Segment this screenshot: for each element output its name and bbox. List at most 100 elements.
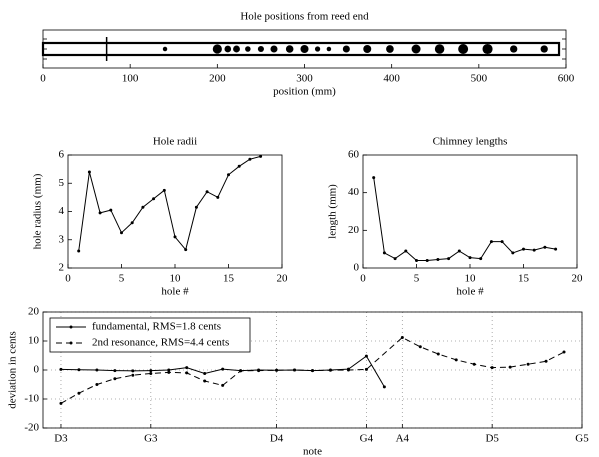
x-tick-label: G4 [360,433,374,445]
hole [342,45,350,53]
x-tick-label: 10 [170,273,182,285]
point [544,359,548,363]
hole [300,44,309,54]
point [227,173,230,177]
hole [245,46,251,52]
x-tick-label: D3 [54,433,68,445]
point [221,367,225,371]
legend-marker [69,325,73,329]
hole [257,45,264,53]
point [87,170,91,174]
chart-title: Hole positions from reed end [240,11,369,23]
point [59,401,63,405]
y-tick-label: -20 [24,422,39,434]
point [543,245,547,249]
point [393,257,397,261]
point [490,366,494,370]
point [173,235,177,239]
point [522,247,525,251]
y-tick-label: 10 [28,335,40,347]
point [109,208,113,212]
point [149,369,153,373]
point [468,256,472,260]
point [436,352,440,356]
point [418,345,422,349]
point [311,369,314,373]
legend-box [49,317,251,353]
hole [162,46,168,52]
x-tick-label: D4 [270,433,284,445]
hole [458,44,469,54]
legend-label: fundamental, RMS=1.8 cents [92,321,221,333]
point [259,154,263,158]
x-tick-label: 600 [558,73,575,85]
hole [411,44,421,54]
point [425,258,429,262]
point [511,251,515,255]
hole [224,45,232,53]
x-axis-label: hole # [456,286,484,298]
x-tick-label: 0 [40,73,46,85]
point [120,231,123,235]
point [372,176,376,180]
y-tick-label: 6 [59,149,65,161]
y-tick-label: 60 [348,149,360,161]
point [203,379,207,383]
hole [386,45,394,53]
point [130,221,134,225]
point [248,157,252,161]
point [167,370,171,374]
x-tick-label: A4 [396,433,410,445]
y-tick-label: 3 [59,233,65,245]
x-tick-label: 5 [119,273,125,285]
x-axis-label: position (mm) [273,86,336,98]
x-tick-label: G5 [575,433,589,445]
chart-title: Hole radii [153,136,197,148]
point [131,369,135,373]
x-tick-label: 100 [122,73,139,85]
point [457,249,461,253]
point [364,367,368,371]
x-tick-label: G3 [144,433,158,445]
point [275,368,279,372]
point [167,368,171,372]
point [131,373,135,377]
x-axis-label: note [303,446,322,457]
point [141,205,145,209]
point [77,249,81,253]
y-axis-label: hole radius (mm) [32,173,44,249]
y-tick-label: 4 [59,205,65,217]
point [149,371,153,375]
point [382,251,386,255]
point [526,362,530,366]
point [185,371,189,375]
x-tick-label: 0 [65,273,71,285]
point [203,371,207,375]
y-axis-label: length (mm) [327,184,339,239]
y-tick-label: 40 [348,186,360,198]
hole [363,45,372,53]
x-tick-label: 15 [518,273,530,285]
point [404,249,408,253]
point [257,369,261,373]
point [554,247,558,251]
point [400,336,404,340]
y-tick-label: 5 [59,177,65,189]
point [454,358,458,362]
point [489,240,493,244]
point [382,385,386,389]
point [194,205,198,209]
point [152,197,156,201]
point [184,248,188,252]
point [113,377,117,381]
hole [434,44,445,54]
point [479,257,483,261]
x-tick-label: 500 [471,73,488,85]
x-tick-label: 5 [414,273,420,285]
y-tick-label: 2 [59,262,65,274]
y-tick-label: 0 [34,364,40,376]
point [221,383,225,387]
tube [41,41,561,57]
point [98,211,102,215]
x-tick-label: 400 [383,73,400,85]
